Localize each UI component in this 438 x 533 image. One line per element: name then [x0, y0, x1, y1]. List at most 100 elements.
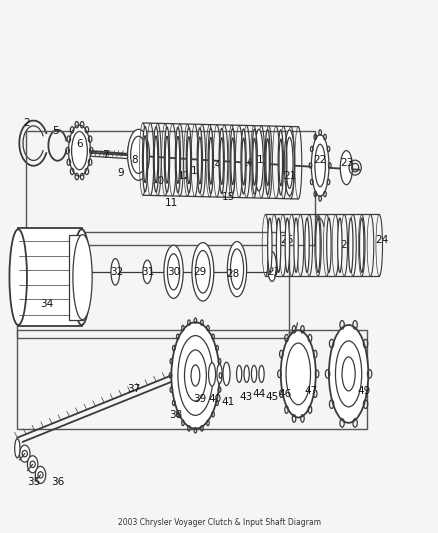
Ellipse shape: [142, 127, 148, 192]
Ellipse shape: [73, 229, 90, 325]
Text: 25: 25: [339, 240, 352, 250]
Ellipse shape: [163, 245, 183, 298]
Text: 13: 13: [191, 166, 204, 176]
Ellipse shape: [304, 218, 308, 272]
Text: 9: 9: [117, 168, 124, 179]
Ellipse shape: [175, 127, 180, 192]
Ellipse shape: [240, 129, 246, 194]
Ellipse shape: [230, 129, 235, 194]
Text: 32: 32: [110, 267, 123, 277]
Ellipse shape: [191, 365, 199, 386]
Text: 14: 14: [208, 160, 221, 171]
Ellipse shape: [153, 127, 158, 192]
Text: 21: 21: [282, 171, 296, 181]
Ellipse shape: [68, 125, 90, 176]
Ellipse shape: [208, 363, 215, 386]
Ellipse shape: [244, 366, 249, 382]
Text: 46: 46: [278, 389, 291, 399]
Ellipse shape: [326, 218, 330, 272]
Ellipse shape: [236, 366, 241, 382]
Text: 34: 34: [40, 298, 53, 309]
Ellipse shape: [208, 128, 213, 193]
Ellipse shape: [258, 366, 264, 382]
Ellipse shape: [359, 218, 363, 272]
Ellipse shape: [315, 218, 319, 272]
Ellipse shape: [311, 135, 328, 196]
Ellipse shape: [164, 127, 169, 192]
Text: 45: 45: [265, 392, 278, 402]
Ellipse shape: [219, 128, 224, 193]
Ellipse shape: [73, 235, 92, 320]
Circle shape: [38, 472, 43, 478]
Text: 26: 26: [280, 235, 293, 245]
Ellipse shape: [339, 151, 352, 184]
Ellipse shape: [35, 466, 46, 483]
Text: 29: 29: [193, 267, 206, 277]
Text: 5: 5: [52, 126, 59, 136]
Ellipse shape: [127, 142, 136, 165]
Text: 23: 23: [339, 158, 352, 168]
Ellipse shape: [293, 218, 297, 272]
Ellipse shape: [251, 130, 257, 195]
Ellipse shape: [278, 130, 283, 195]
Ellipse shape: [171, 322, 219, 429]
Ellipse shape: [280, 330, 315, 417]
Text: 38: 38: [169, 410, 182, 421]
Circle shape: [22, 450, 27, 457]
Ellipse shape: [328, 325, 367, 423]
Bar: [18, 228, 81, 326]
Text: 30: 30: [166, 267, 180, 277]
Ellipse shape: [335, 341, 361, 407]
Text: 35: 35: [27, 477, 40, 487]
Ellipse shape: [337, 218, 341, 272]
Ellipse shape: [127, 130, 149, 180]
Ellipse shape: [19, 445, 30, 462]
Text: 36: 36: [51, 477, 64, 487]
Ellipse shape: [284, 130, 294, 196]
Ellipse shape: [111, 259, 120, 285]
Text: 17: 17: [256, 155, 269, 165]
Text: 7: 7: [102, 150, 109, 160]
Text: 11: 11: [164, 198, 177, 208]
Text: 27: 27: [267, 267, 280, 277]
Ellipse shape: [227, 241, 246, 297]
Ellipse shape: [27, 456, 38, 473]
Text: 47: 47: [304, 386, 317, 397]
Ellipse shape: [276, 218, 280, 272]
Ellipse shape: [186, 128, 191, 193]
Ellipse shape: [223, 362, 230, 385]
Text: 8: 8: [131, 155, 137, 165]
Text: 24: 24: [374, 235, 387, 245]
Text: 2: 2: [24, 118, 30, 128]
Text: 22: 22: [313, 155, 326, 165]
Ellipse shape: [285, 218, 289, 272]
Ellipse shape: [197, 128, 202, 193]
Ellipse shape: [267, 218, 272, 272]
Ellipse shape: [265, 130, 270, 195]
Ellipse shape: [216, 365, 222, 383]
Text: 2003 Chrysler Voyager Clutch & Input Shaft Diagram: 2003 Chrysler Voyager Clutch & Input Sha…: [118, 518, 320, 527]
Ellipse shape: [177, 336, 212, 415]
Ellipse shape: [341, 357, 354, 391]
Text: 16: 16: [241, 158, 254, 168]
Text: 28: 28: [226, 270, 239, 279]
Text: 41: 41: [221, 397, 234, 407]
Text: 12: 12: [177, 171, 191, 181]
Ellipse shape: [14, 439, 20, 458]
Bar: [69, 235, 82, 320]
Text: 40: 40: [208, 394, 221, 405]
Text: 44: 44: [252, 389, 265, 399]
Ellipse shape: [10, 229, 27, 325]
Text: 39: 39: [193, 394, 206, 405]
Ellipse shape: [286, 343, 310, 405]
Text: 37: 37: [127, 384, 141, 394]
Ellipse shape: [251, 366, 256, 382]
Text: 15: 15: [221, 192, 234, 203]
Text: 31: 31: [140, 267, 154, 277]
Ellipse shape: [191, 243, 213, 301]
Text: 43: 43: [239, 392, 252, 402]
Ellipse shape: [267, 252, 276, 281]
Circle shape: [30, 461, 35, 467]
Ellipse shape: [143, 260, 151, 284]
Ellipse shape: [348, 218, 352, 272]
